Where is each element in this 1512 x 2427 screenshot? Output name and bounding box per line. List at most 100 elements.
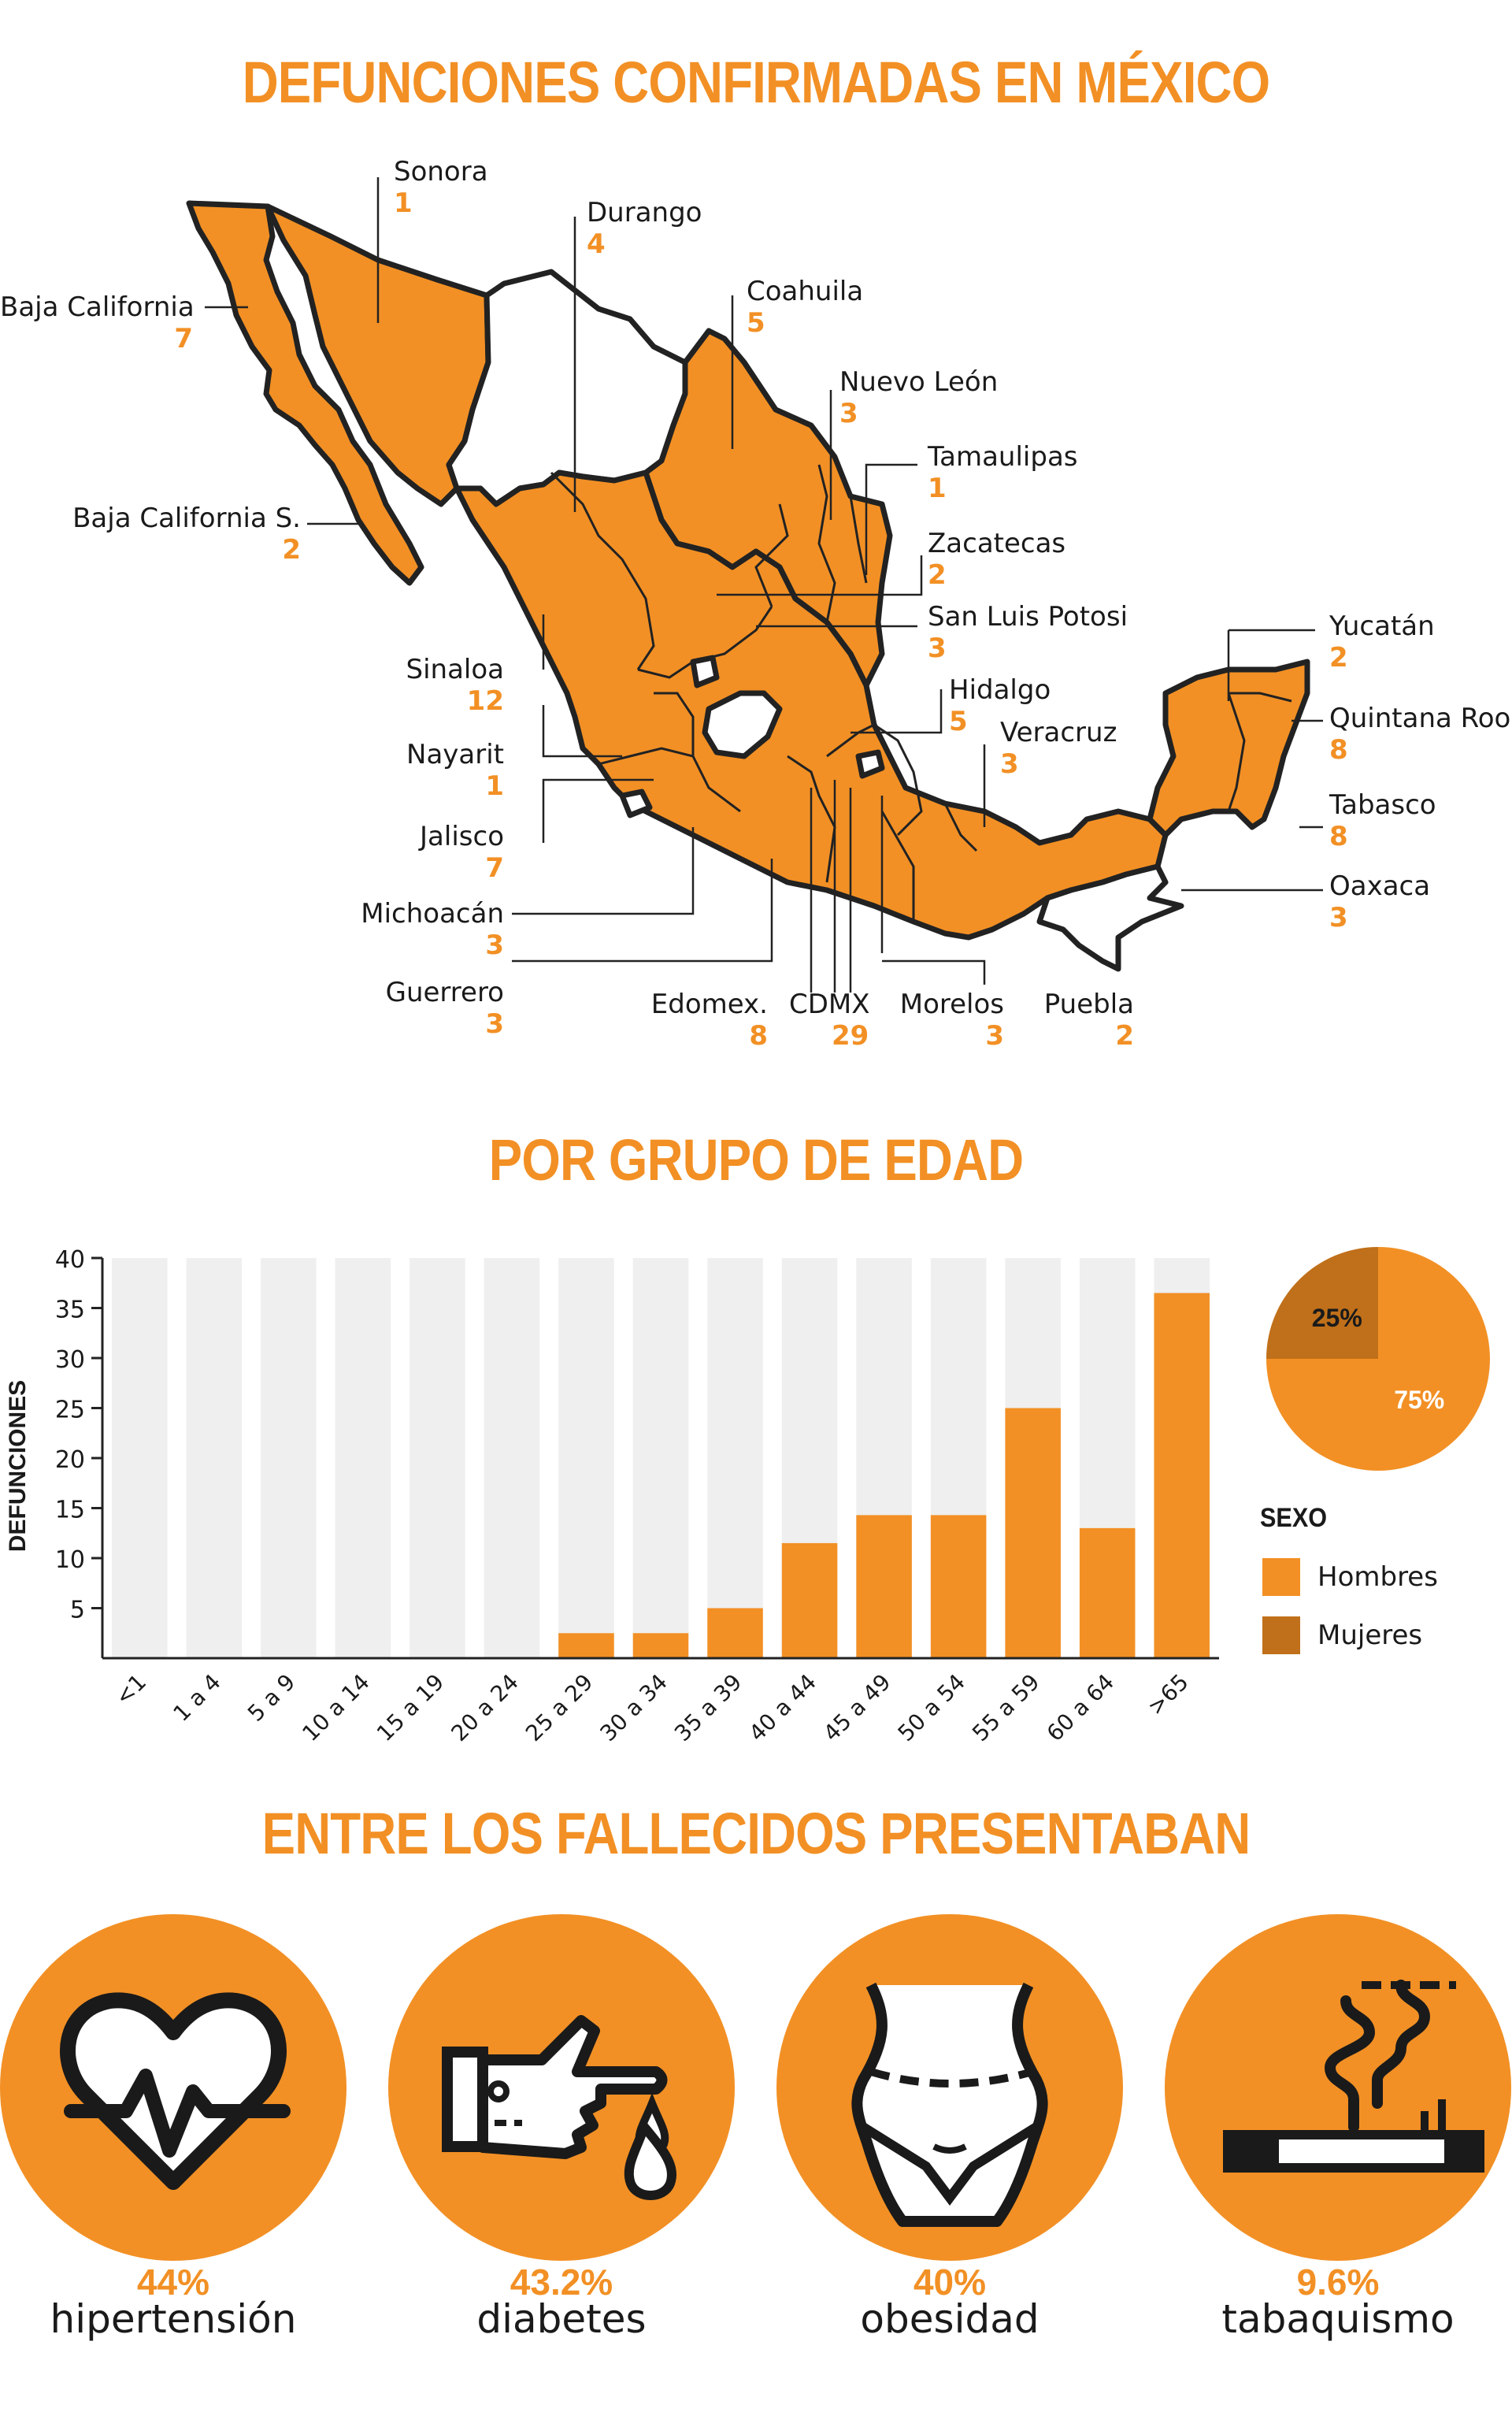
- x-tick-label: 40 a 44: [744, 1669, 821, 1746]
- legend-item-mujeres: Mujeres: [1262, 1616, 1422, 1654]
- condition-hypertension: [0, 1914, 346, 2261]
- bar-45-a-49: [856, 1515, 912, 1658]
- y-tick-label: 40: [55, 1246, 85, 1274]
- chart-band: [112, 1258, 168, 1658]
- x-tick-label: 5 a 9: [243, 1669, 300, 1727]
- y-tick-label: 5: [70, 1597, 85, 1624]
- legend-swatch-hombres: [1262, 1558, 1300, 1596]
- state-label-veracruz: Veracruz 3: [1000, 717, 1117, 780]
- bar-25-a-29: [558, 1633, 614, 1658]
- chart-band: [186, 1258, 243, 1658]
- chart-band: [335, 1258, 391, 1658]
- state-label-quintana-roo: Quintana Roo 8: [1329, 703, 1511, 766]
- map-title: DEFUNCIONES CONFIRMADAS EN MÉXICO: [242, 50, 1270, 115]
- x-tick-label: 20 a 24: [446, 1669, 523, 1746]
- state-label-sinaloa: Sinaloa 12: [406, 654, 505, 717]
- finger-blood-drop-icon: [442, 2015, 677, 2200]
- y-tick-label: 15: [55, 1497, 85, 1524]
- x-tick-label: 10 a 14: [297, 1669, 374, 1746]
- bar-40-a-44: [781, 1542, 838, 1658]
- bar-35-a-39: [707, 1608, 763, 1658]
- condition-diabetes: [388, 1914, 735, 2261]
- bar-30-a-34: [632, 1633, 689, 1658]
- state-label-morelos: Morelos 3: [899, 989, 1004, 1052]
- state-label-tabasco: Tabasco 8: [1329, 789, 1436, 852]
- state-label-coahuila: Coahuila 5: [747, 276, 864, 339]
- x-tick-label: 30 a 34: [595, 1669, 673, 1746]
- guanajuato-queretaro-shape: [702, 690, 783, 759]
- chart-band: [410, 1258, 465, 1658]
- pie-label-mujeres: 25%: [1312, 1304, 1362, 1332]
- x-tick-label: 50 a 54: [893, 1669, 970, 1746]
- pie-label-hombres: 75%: [1394, 1386, 1444, 1414]
- x-tick-label: 1 a 4: [168, 1669, 225, 1727]
- legend-label-hombres: Hombres: [1317, 1561, 1438, 1593]
- condition-smoking: [1165, 1914, 1511, 2261]
- x-tick-label: <1: [110, 1669, 152, 1711]
- state-label-baja-california: Baja California 7: [0, 291, 195, 354]
- condition-name-hypertension: hipertensión: [50, 2296, 297, 2342]
- state-label-tamaulipas: Tamaulipas 1: [928, 441, 1078, 504]
- condition-pct-obesity: 40%: [913, 2262, 987, 2303]
- baja-california-shape: [186, 200, 424, 586]
- torso-waist-icon: [851, 1982, 1048, 2227]
- y-tick-label: 35: [55, 1297, 85, 1324]
- legend-label-mujeres: Mujeres: [1317, 1620, 1423, 1651]
- sex-pie-chart: 75% 25%: [1266, 1247, 1490, 1471]
- yucatan-peninsula-shape: [1147, 659, 1310, 838]
- y-tick-label: 20: [55, 1446, 85, 1474]
- state-label-guerrero: Guerrero 3: [385, 977, 504, 1040]
- heart-pulse-icon: [60, 1992, 291, 2190]
- bar--65: [1154, 1293, 1210, 1658]
- state-label-oaxaca: Oaxaca 3: [1329, 870, 1431, 933]
- tlaxcala-shape: [855, 749, 885, 779]
- chart-band: [707, 1258, 763, 1658]
- pie-slice-mujeres: [1266, 1247, 1378, 1359]
- condition-name-smoking: tabaquismo: [1221, 2296, 1455, 2342]
- legend-swatch-mujeres: [1262, 1616, 1300, 1654]
- x-tick-label: 35 a 39: [669, 1669, 747, 1746]
- chart-band: [484, 1258, 540, 1658]
- x-tick-label: 25 a 29: [521, 1669, 598, 1746]
- age-title: POR GRUPO DE EDAD: [488, 1127, 1024, 1193]
- bar-60-a-64: [1079, 1527, 1136, 1658]
- mexico-map: [186, 200, 1310, 972]
- chart-band: [261, 1258, 317, 1658]
- state-label-hidalgo: Hidalgo 5: [949, 674, 1051, 737]
- sonora-shape: [265, 203, 491, 507]
- legend-item-hombres: Hombres: [1262, 1558, 1438, 1596]
- cigarette-smoke-icon: [1223, 1980, 1484, 2173]
- y-tick-label: 10: [55, 1546, 85, 1574]
- state-label-yucatan: Yucatán 2: [1329, 610, 1435, 674]
- state-label-puebla: Puebla 2: [1043, 989, 1134, 1052]
- condition-name-obesity: obesidad: [860, 2296, 1040, 2342]
- condition-name-diabetes: diabetes: [476, 2296, 647, 2342]
- x-tick-label: 55 a 59: [967, 1669, 1044, 1746]
- state-label-cdmx: CDMX 29: [789, 989, 870, 1052]
- mexico-map-section: Sonora 1 Durango 4 Baja California 7 Coahui…: [0, 142, 1512, 1063]
- chiapas-shape: [1036, 863, 1184, 972]
- x-tick-label: 15 a 19: [372, 1669, 449, 1746]
- state-label-nayarit: Nayarit 1: [406, 739, 504, 802]
- state-label-edomex: Edomex. 8: [650, 989, 768, 1052]
- condition-pct-diabetes: 43.2%: [510, 2262, 613, 2303]
- state-label-michoacan: Michoacán 3: [361, 898, 504, 961]
- x-tick-label: 45 a 49: [818, 1669, 895, 1746]
- state-label-jalisco: Jalisco 7: [420, 821, 504, 884]
- state-label-durango: Durango 4: [587, 197, 702, 260]
- legend-title: SEXO: [1260, 1503, 1328, 1533]
- state-label-san-luis-potosi: San Luis Potosi 3: [928, 601, 1128, 664]
- bar-50-a-54: [930, 1515, 987, 1658]
- chart-band: [558, 1258, 614, 1658]
- x-tick-label: >65: [1143, 1669, 1194, 1720]
- state-label-baja-california-s: Baja California S. 2: [72, 503, 301, 566]
- conditions-title: ENTRE LOS FALLECIDOS PRESENTABAN: [261, 1801, 1251, 1866]
- state-label-zacatecas: Zacatecas 2: [928, 528, 1066, 591]
- leader-lines: [205, 177, 1323, 993]
- state-label-nuevo-leon: Nuevo León 3: [839, 366, 999, 429]
- chart-band: [632, 1258, 689, 1658]
- state-label-sonora: Sonora 1: [394, 156, 488, 219]
- condition-pct-hypertension: 44%: [136, 2262, 210, 2303]
- condition-pct-smoking: 9.6%: [1296, 2262, 1380, 2303]
